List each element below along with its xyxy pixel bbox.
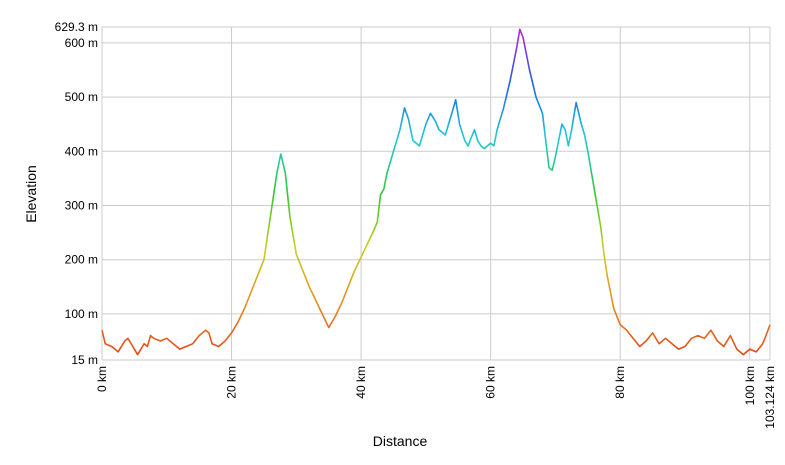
y-tick-label: 629.3 m [55,20,98,34]
x-tick-label: 0 km [95,366,109,392]
x-tick-label: 103.124 km [763,366,777,429]
y-axis-label: Elevation [23,165,39,223]
x-tick-label: 60 km [484,366,498,399]
y-tick-label: 15 m [71,353,98,367]
y-tick-label: 600 m [65,36,98,50]
y-tick-label: 200 m [65,253,98,267]
x-tick-label: 80 km [613,366,627,399]
y-tick-label: 400 m [65,144,98,158]
x-tick-label: 20 km [225,366,239,399]
y-tick-label: 500 m [65,90,98,104]
x-tick-label: 40 km [354,366,368,399]
y-tick-label: 100 m [65,307,98,321]
x-tick-label: 100 km [743,366,757,405]
elevation-line [101,28,771,356]
x-axis-label: Distance [373,433,428,449]
y-tick-label: 300 m [65,199,98,213]
